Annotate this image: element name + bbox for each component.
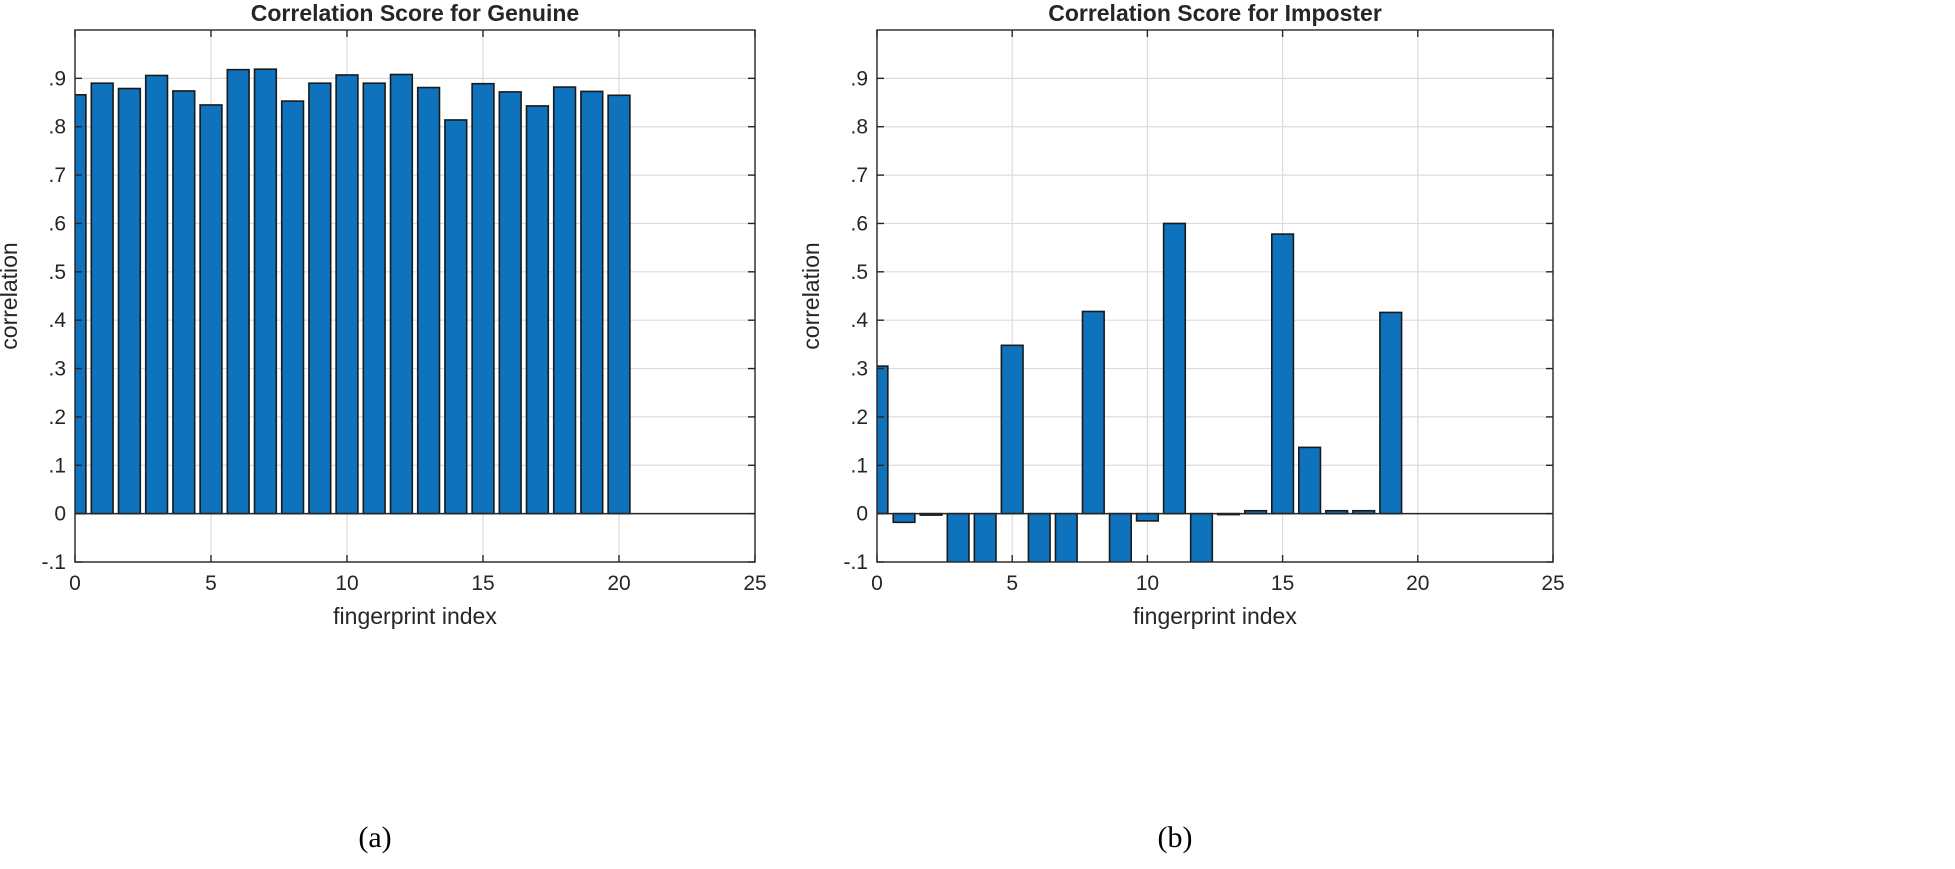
bar bbox=[1054, 512, 1078, 562]
x-tick-label: 10 bbox=[1136, 572, 1159, 595]
bar bbox=[1379, 311, 1403, 515]
y-tick-label: .9 bbox=[850, 67, 868, 90]
bar bbox=[607, 94, 631, 515]
bar bbox=[172, 90, 196, 515]
bar bbox=[525, 105, 550, 515]
bar bbox=[117, 87, 142, 515]
x-tick-label: 20 bbox=[1406, 572, 1429, 595]
y-tick-label: 0 bbox=[54, 503, 66, 526]
bar bbox=[444, 119, 468, 515]
bar bbox=[1162, 222, 1187, 515]
panel-label: (b) bbox=[1158, 821, 1193, 854]
y-tick-label: -.1 bbox=[843, 551, 868, 574]
x-tick-label: 0 bbox=[871, 572, 883, 595]
chart-title: Correlation Score for Imposter bbox=[1048, 0, 1382, 26]
y-tick-label: .2 bbox=[850, 406, 868, 429]
y-tick-label: .6 bbox=[48, 212, 66, 235]
y-tick-label: .5 bbox=[48, 261, 66, 284]
y-tick-label: .4 bbox=[48, 309, 66, 332]
y-tick-label: 0 bbox=[856, 503, 868, 526]
panel-label: (a) bbox=[358, 821, 391, 854]
bar bbox=[1298, 446, 1322, 515]
bar bbox=[1135, 512, 1160, 522]
y-tick-label: .3 bbox=[850, 358, 868, 381]
bar bbox=[471, 82, 495, 515]
bar bbox=[1027, 512, 1051, 562]
x-tick-label: 15 bbox=[471, 572, 494, 595]
bar bbox=[498, 91, 522, 515]
y-tick-label: .8 bbox=[850, 116, 868, 139]
bars bbox=[877, 222, 1403, 562]
bar bbox=[335, 74, 359, 515]
bar bbox=[362, 82, 386, 515]
bar bbox=[253, 68, 278, 515]
y-tick-label: .3 bbox=[48, 358, 66, 381]
y-axis-label: correlation bbox=[798, 242, 824, 349]
y-tick-label: .5 bbox=[850, 261, 868, 284]
bar bbox=[90, 82, 114, 515]
bar bbox=[1108, 512, 1132, 562]
y-tick-label: .1 bbox=[850, 454, 868, 477]
bars bbox=[75, 68, 631, 515]
y-axis-label: correlation bbox=[0, 242, 22, 349]
bar bbox=[389, 73, 414, 515]
plot-frame bbox=[74, 29, 756, 563]
bar bbox=[1270, 233, 1295, 515]
bar bbox=[1000, 344, 1024, 515]
x-axis-label: fingerprint index bbox=[1133, 603, 1297, 629]
bar bbox=[1081, 310, 1105, 515]
bar bbox=[199, 104, 223, 515]
x-tick-label: 25 bbox=[1541, 572, 1564, 595]
bar bbox=[946, 512, 970, 562]
bar bbox=[1189, 512, 1214, 562]
bar bbox=[226, 68, 250, 515]
x-tick-label: 20 bbox=[607, 572, 630, 595]
y-tick-label: .7 bbox=[48, 164, 66, 187]
bar bbox=[892, 512, 916, 524]
bar bbox=[973, 512, 997, 562]
chart-title: Correlation Score for Genuine bbox=[251, 0, 579, 26]
y-tick-label: .6 bbox=[850, 212, 868, 235]
y-tick-label: .2 bbox=[48, 406, 66, 429]
y-tick-label: .8 bbox=[48, 116, 66, 139]
x-tick-label: 10 bbox=[335, 572, 358, 595]
bar bbox=[144, 74, 169, 515]
x-axis-label: fingerprint index bbox=[333, 603, 497, 629]
x-tick-label: 5 bbox=[205, 572, 217, 595]
y-tick-label: .7 bbox=[850, 164, 868, 187]
x-tick-label: 0 bbox=[69, 572, 81, 595]
x-tick-label: 5 bbox=[1006, 572, 1018, 595]
x-tick-label: 25 bbox=[743, 572, 766, 595]
chart-panel-imposter: 0 5 10 15 20 25-.10.1.2.3.4.5.6.7.8.9Correlat… bbox=[798, 0, 1565, 854]
y-tick-label: .9 bbox=[48, 67, 66, 90]
plot-frame bbox=[876, 29, 1554, 563]
bar bbox=[416, 86, 441, 515]
y-tick-label: .1 bbox=[48, 454, 66, 477]
bar bbox=[280, 100, 305, 515]
y-tick-label: -.1 bbox=[41, 551, 66, 574]
bar bbox=[308, 82, 332, 515]
bar bbox=[580, 90, 604, 515]
bar bbox=[552, 86, 577, 515]
x-tick-label: 15 bbox=[1271, 572, 1294, 595]
y-tick-label: .4 bbox=[850, 309, 868, 332]
grid-lines bbox=[876, 30, 1554, 563]
chart-panel-genuine: 0 5 10 15 20 25-.10.1.2.3.4.5.6.7.8.9Correlat… bbox=[0, 0, 767, 854]
